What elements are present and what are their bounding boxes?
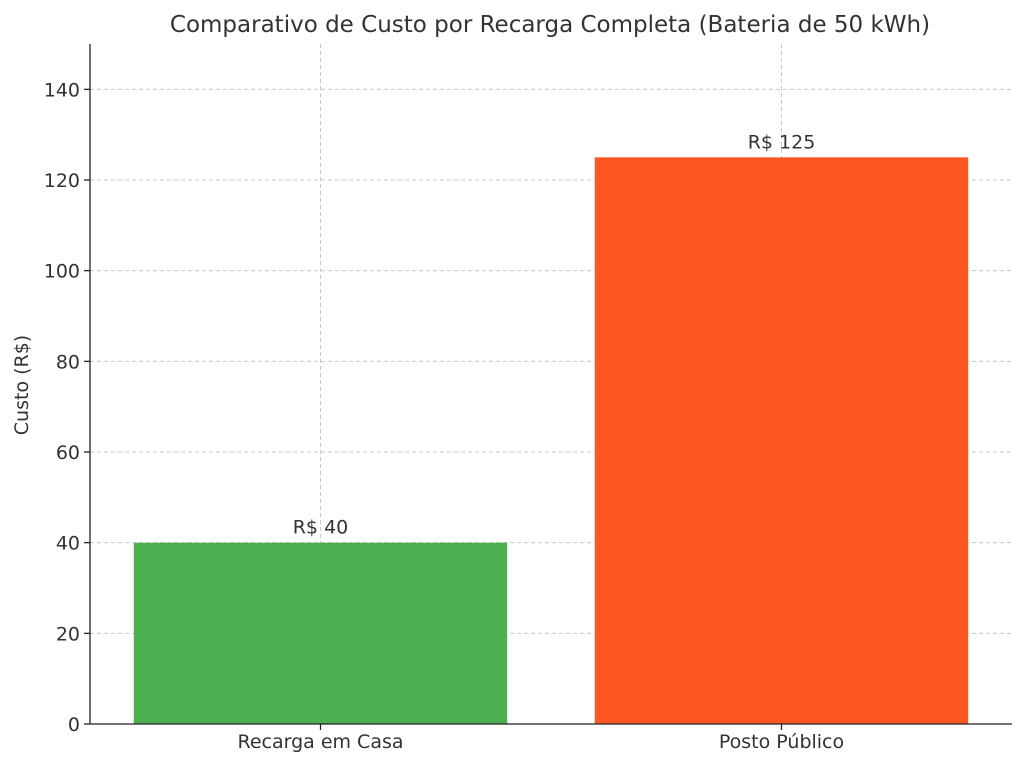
- y-tick-label: 80: [56, 351, 80, 373]
- y-tick-label: 120: [44, 170, 80, 192]
- data-label: R$ 125: [748, 131, 816, 153]
- y-tick-label: 100: [44, 261, 80, 283]
- axes: [84, 44, 1012, 730]
- bar: [133, 542, 508, 724]
- y-tick-label: 140: [44, 79, 80, 101]
- y-axis-label: Custo (R$): [11, 335, 33, 435]
- y-tick-label: 20: [56, 623, 80, 645]
- x-tick-label: Recarga em Casa: [237, 731, 403, 753]
- bars: [133, 157, 969, 725]
- labels: 0 20 40 60 80 100 120 140 Recarga em Casa R$ 40 Po…: [44, 79, 844, 753]
- x-tick-label: Posto Público: [719, 731, 844, 753]
- y-tick-label: 60: [56, 442, 80, 464]
- y-tick-label: 0: [68, 714, 80, 736]
- data-label: R$ 40: [293, 517, 349, 539]
- y-tick-label: 40: [56, 533, 80, 555]
- bar: [594, 157, 969, 725]
- chart-title: Comparativo de Custo por Recarga Complet…: [170, 12, 930, 38]
